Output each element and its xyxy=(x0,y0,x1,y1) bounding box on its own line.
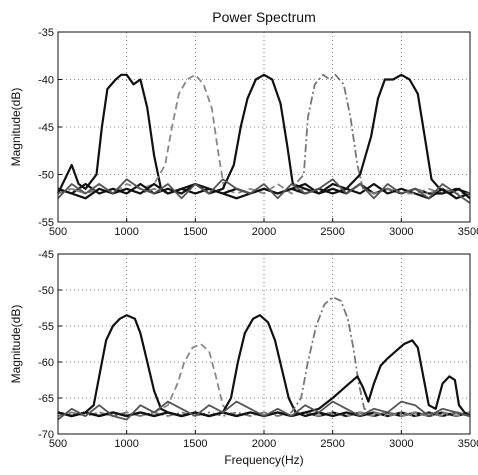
y-tick-label: -55 xyxy=(38,217,54,229)
x-tick-label: 1500 xyxy=(183,438,207,450)
x-axis-label: Frequency(Hz) xyxy=(224,453,303,467)
y-tick-label: -35 xyxy=(38,27,54,39)
y-tick-label: -45 xyxy=(38,122,54,134)
y-axis-label: Magnitude(dB) xyxy=(9,88,23,167)
x-tick-label: 500 xyxy=(49,438,67,450)
series-line-5 xyxy=(57,178,471,204)
y-tick-label: -50 xyxy=(38,170,54,182)
bottom-panel: 500 1000 1500 2000 2500 3000 3500 -70 -65 -60 -55 -… xyxy=(9,249,478,467)
series-line-3 xyxy=(57,296,471,417)
y-tick-label: -40 xyxy=(38,75,54,87)
series-line-5 xyxy=(57,400,471,421)
x-tick-label: 1500 xyxy=(183,226,207,238)
x-tick-label: 3500 xyxy=(458,226,478,238)
y-tick-label: -70 xyxy=(38,429,54,441)
y-axis-label: Magnitude(dB) xyxy=(9,305,23,384)
series-line-4 xyxy=(57,339,471,418)
x-tick-label: 2000 xyxy=(252,226,276,238)
series-line-4 xyxy=(57,73,471,200)
y-tick-label: -55 xyxy=(38,321,54,333)
x-tick-label: 3500 xyxy=(458,438,478,450)
y-tick-label: -50 xyxy=(38,285,54,297)
x-tick-label: 1000 xyxy=(114,438,138,450)
x-tick-label: 2000 xyxy=(252,438,276,450)
y-tick-label: -65 xyxy=(38,393,54,405)
x-tick-label: 3000 xyxy=(389,226,413,238)
x-tick-label: 500 xyxy=(49,226,67,238)
x-tick-label: 1000 xyxy=(114,226,138,238)
y-tick-label: -45 xyxy=(38,249,54,261)
x-tick-label: 2500 xyxy=(320,438,344,450)
y-tick-label: -60 xyxy=(38,357,54,369)
x-tick-label: 3000 xyxy=(389,438,413,450)
top-panel: 500 1000 1500 2000 2500 3000 3500 -55 -50 -45 -40 -… xyxy=(9,9,478,238)
x-tick-label: 2500 xyxy=(320,226,344,238)
chart-title: Power Spectrum xyxy=(212,9,315,25)
